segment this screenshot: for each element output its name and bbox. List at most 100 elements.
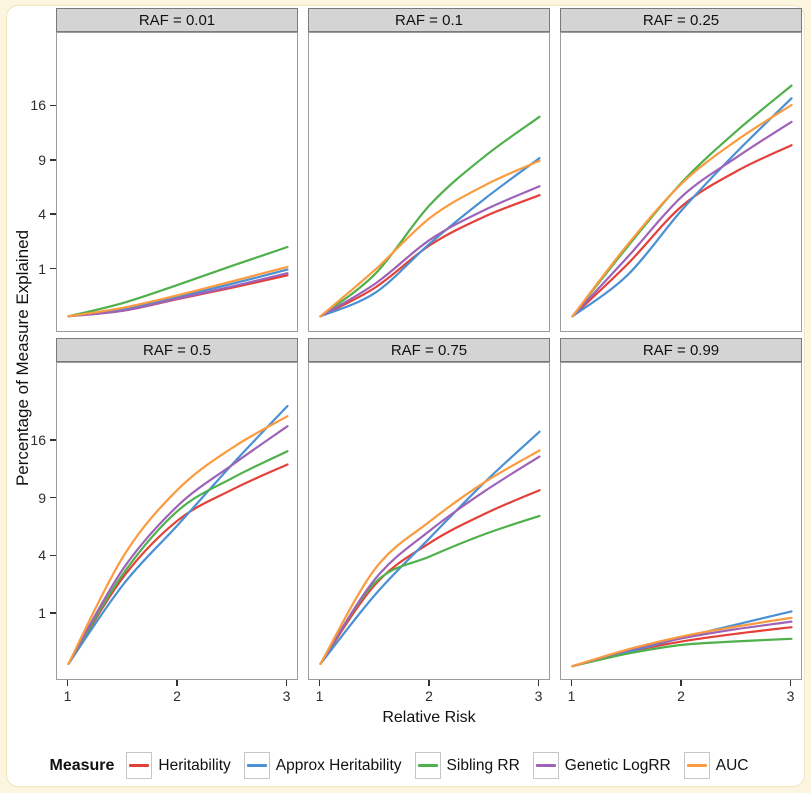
x-tick-mark	[537, 680, 540, 686]
series-line-auc	[319, 449, 541, 665]
legend-key	[532, 752, 559, 779]
series-line-genetic-logrr	[319, 455, 541, 665]
legend-key-line	[246, 764, 267, 767]
x-tick-label: 2	[425, 688, 433, 704]
panel-plot-raf-0-1	[319, 115, 541, 318]
x-tick-mark	[428, 680, 430, 686]
x-tick-mark	[285, 680, 288, 686]
facet-strip-label: RAF = 0.25	[642, 11, 720, 29]
legend-item-label: Genetic LogRR	[564, 756, 671, 774]
panel-raf-0-75	[308, 362, 550, 680]
panel-raf-0-5	[56, 362, 298, 680]
y-tick-label: 4	[38, 547, 46, 564]
series-line-sibling-rr	[67, 245, 289, 318]
series-line-sibling-rr	[571, 637, 793, 668]
facet-strip-label: RAF = 0.99	[642, 341, 720, 359]
legend-items: Heritability Approx Heritability Sibling R…	[126, 752, 761, 779]
facet-strip-raf-0-5: RAF = 0.5	[56, 338, 298, 362]
legend-key	[243, 752, 270, 779]
series-line-approx-heritability	[571, 97, 793, 318]
panel-raf-0-1	[308, 32, 550, 332]
y-tick-mark	[50, 159, 56, 161]
x-tick-mark	[789, 680, 792, 686]
legend-item-approx-heritability: Approx Heritability	[243, 752, 402, 779]
series-line-genetic-logrr	[67, 425, 289, 665]
x-tick-label: 1	[567, 688, 576, 704]
series-line-genetic-logrr	[67, 272, 289, 318]
y-tick-mark	[50, 267, 56, 270]
series-line-heritability	[319, 489, 541, 665]
facet-strip-raf-0-1: RAF = 0.1	[308, 8, 550, 32]
legend-item-genetic-logrr: Genetic LogRR	[532, 752, 671, 779]
y-tick-label: 1	[38, 605, 46, 622]
y-tick-label: 16	[30, 97, 46, 114]
series-line-auc	[67, 265, 289, 318]
series-line-sibling-rr	[67, 450, 289, 665]
x-tick-label: 2	[173, 688, 181, 704]
series-line-approx-heritability	[67, 404, 289, 665]
legend-title: Measure	[49, 756, 115, 774]
x-axis-title: Relative Risk	[382, 709, 476, 726]
y-tick-label: 1	[38, 260, 46, 277]
legend-key-line	[535, 764, 556, 767]
y-tick-mark	[50, 439, 56, 441]
panel-plot-raf-0-99	[571, 610, 793, 668]
x-tick-label: 3	[534, 688, 543, 704]
panel-plot-raf-0-5	[67, 404, 289, 665]
panel-plot-raf-0-75	[319, 430, 541, 665]
x-tick-label: 3	[786, 688, 795, 704]
series-line-heritability	[67, 463, 289, 665]
y-tick-label: 4	[38, 206, 46, 223]
legend-item-label: AUC	[715, 756, 749, 774]
legend-item-sibling-rr: Sibling RR	[414, 752, 520, 779]
y-tick-label: 9	[38, 489, 46, 506]
legend-item-label: Approx Heritability	[275, 756, 402, 774]
facet-strip-label: RAF = 0.5	[143, 341, 211, 359]
y-tick-mark	[50, 612, 56, 614]
series-line-heritability	[571, 144, 793, 318]
y-tick-mark	[50, 496, 56, 499]
plot-card: Percentage of Measure Explained RAF = 0.…	[6, 5, 805, 787]
panel-raf-0-01	[56, 32, 298, 332]
legend-item-auc: AUC	[683, 752, 749, 779]
series-line-heritability	[571, 626, 793, 668]
legend-item-label: Sibling RR	[446, 756, 520, 774]
facet-strip-label: RAF = 0.01	[138, 11, 216, 29]
facet-strip-label: RAF = 0.75	[390, 341, 468, 359]
y-tick-mark	[50, 104, 56, 107]
y-tick-mark	[50, 554, 56, 557]
x-tick-mark	[680, 680, 682, 686]
series-line-genetic-logrr	[319, 185, 541, 318]
x-tick-label: 3	[282, 688, 291, 704]
facet-strip-raf-0-25: RAF = 0.25	[560, 8, 802, 32]
legend-key	[126, 752, 153, 779]
y-tick-label: 9	[38, 151, 46, 168]
series-line-heritability	[319, 194, 541, 318]
facet-strip-raf-0-75: RAF = 0.75	[308, 338, 550, 362]
legend: Measure Heritability Approx Heritability S…	[7, 752, 804, 779]
y-tick-label: 16	[30, 431, 46, 448]
legend-key	[414, 752, 441, 779]
x-tick-mark	[318, 680, 321, 686]
x-tick-label: 1	[315, 688, 324, 704]
series-line-auc	[571, 103, 793, 318]
x-tick-label: 1	[63, 688, 72, 704]
facet-strip-raf-0-99: RAF = 0.99	[560, 338, 802, 362]
series-line-auc	[571, 616, 793, 668]
legend-item-heritability: Heritability	[126, 752, 231, 779]
panel-plot-raf-0-25	[571, 84, 793, 318]
y-tick-mark	[50, 213, 56, 215]
series-line-approx-heritability	[319, 157, 541, 318]
x-tick-mark	[66, 680, 69, 686]
panel-raf-0-25	[560, 32, 802, 332]
legend-key-line	[417, 764, 438, 767]
legend-key	[683, 752, 710, 779]
facet-strip-raf-0-01: RAF = 0.01	[56, 8, 298, 32]
legend-item-label: Heritability	[158, 756, 231, 774]
x-tick-mark	[570, 680, 573, 686]
series-line-auc	[67, 415, 289, 665]
series-line-auc	[319, 159, 541, 318]
panel-plot-raf-0-01	[67, 245, 289, 318]
legend-key-line	[129, 764, 150, 767]
